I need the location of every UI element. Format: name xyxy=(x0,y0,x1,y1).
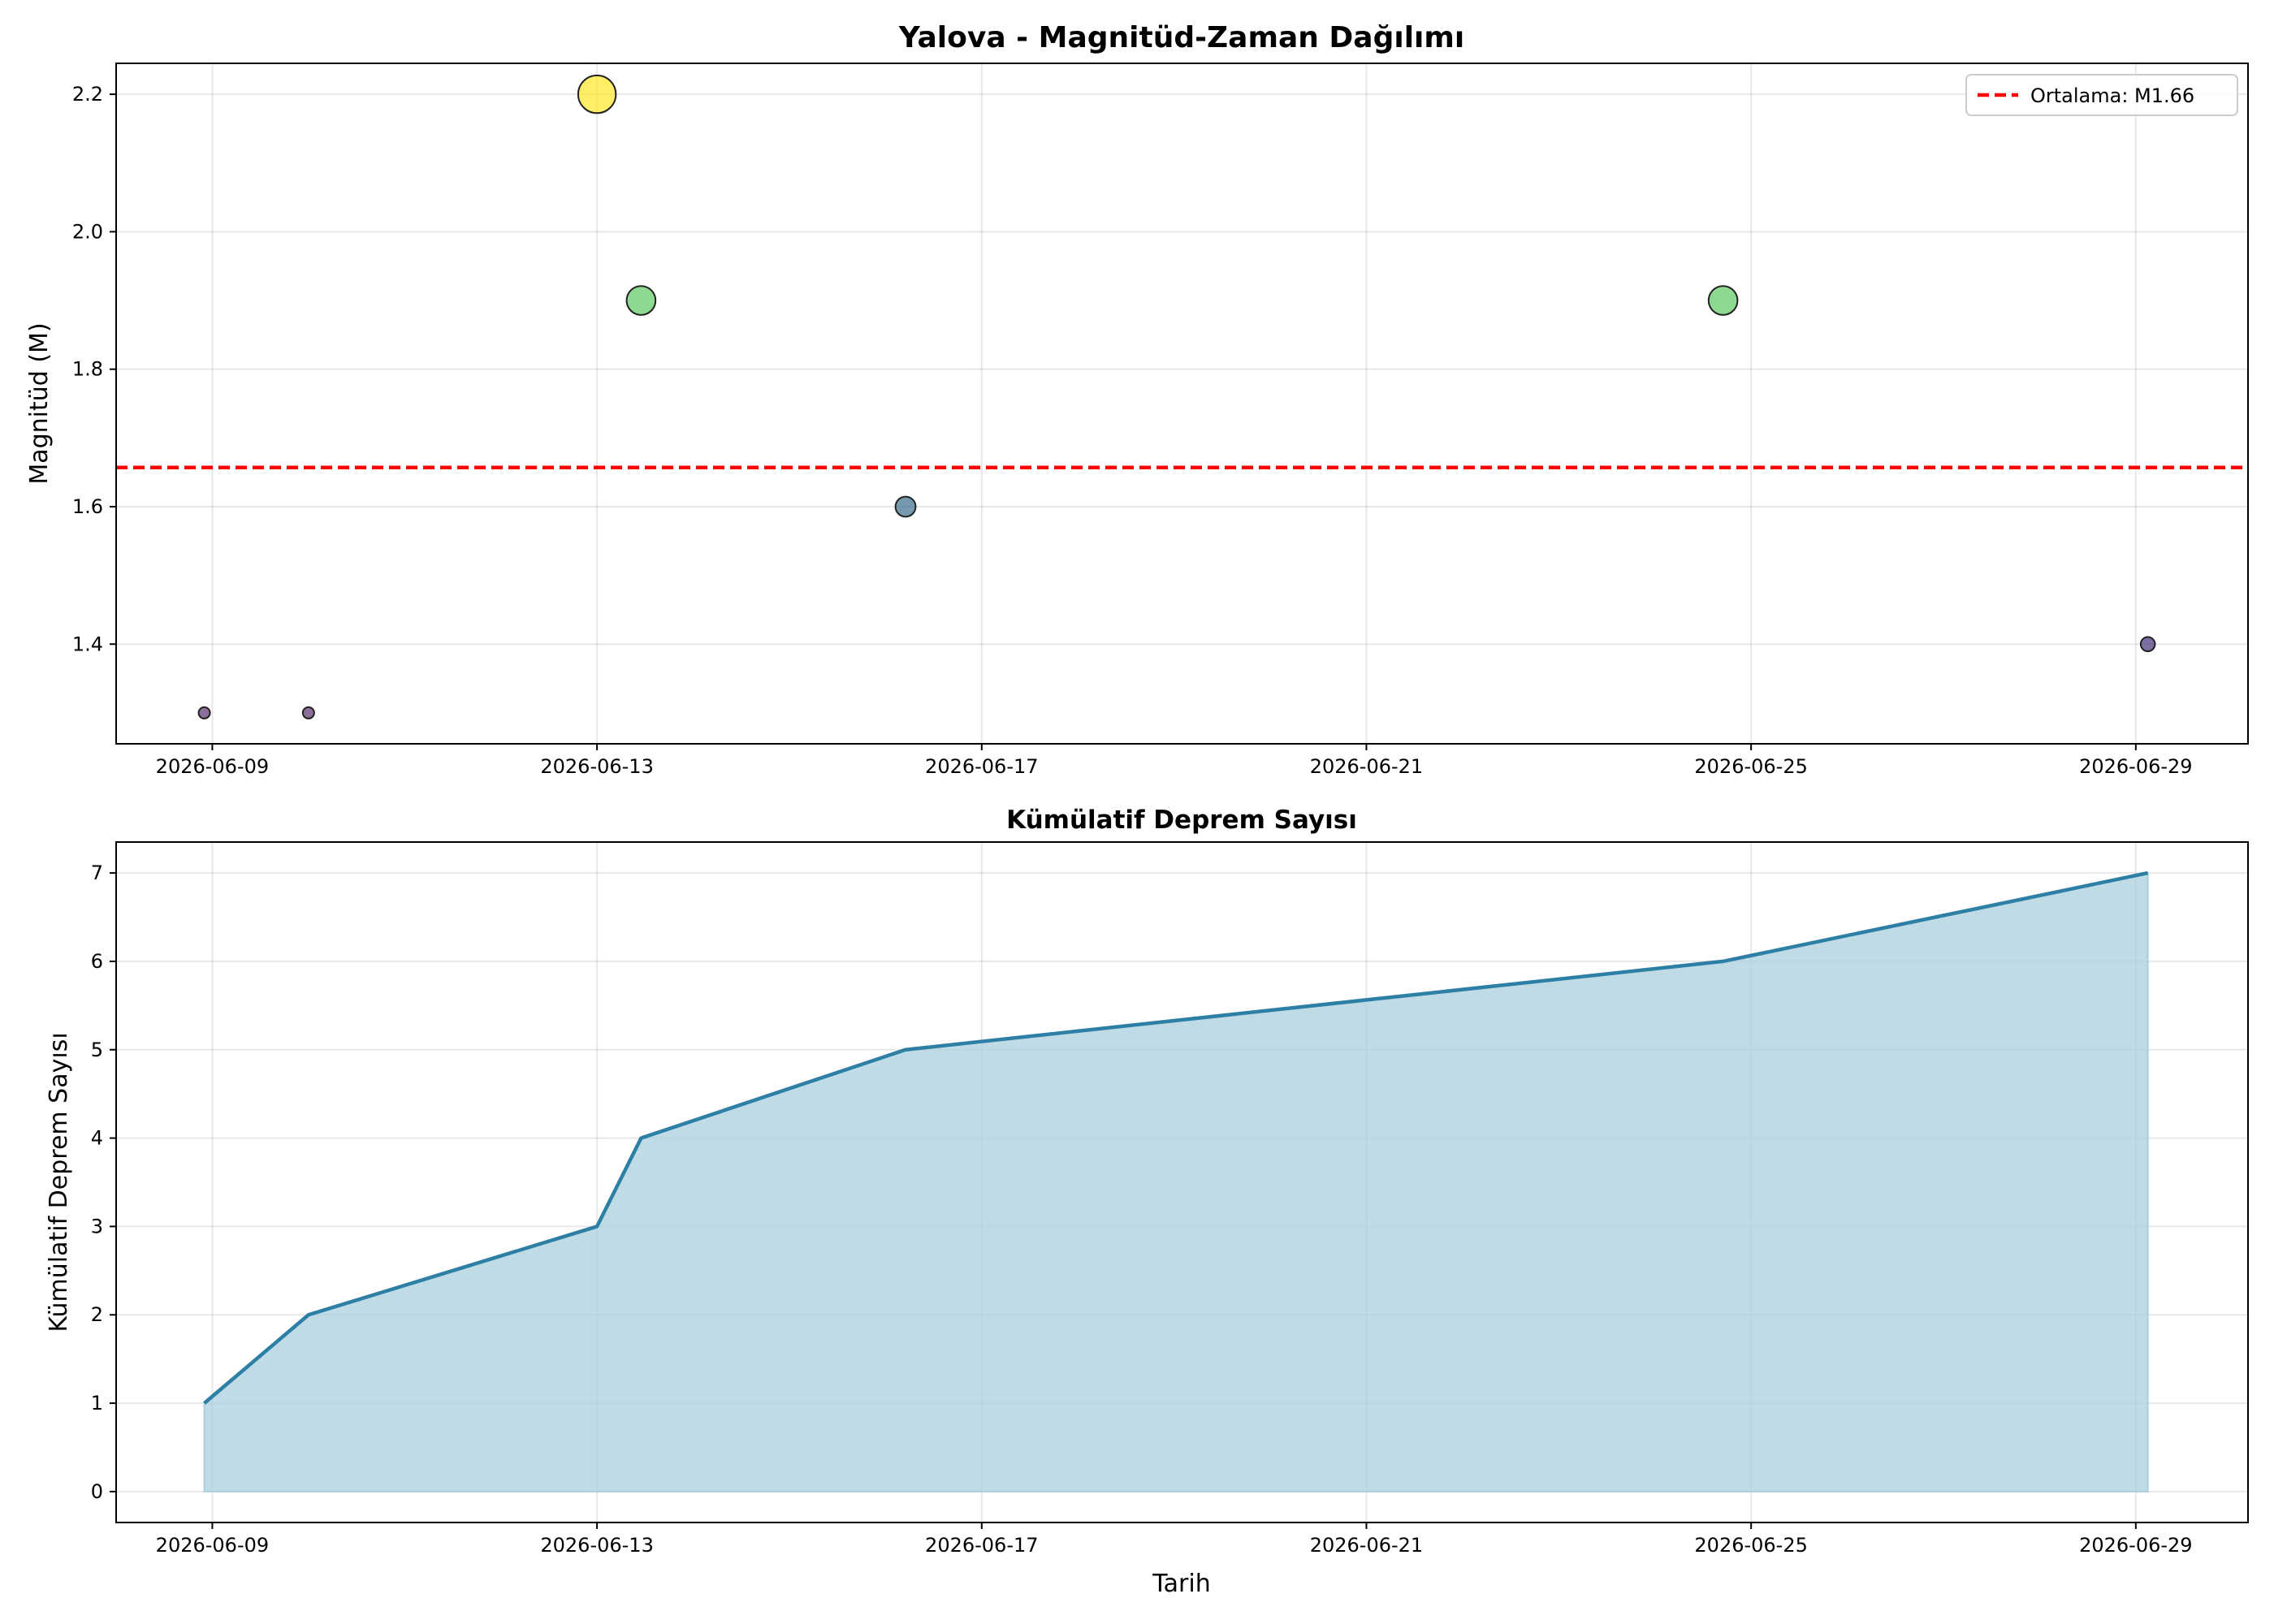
cumulative-y-axis: 0 1 2 3 4 5 6 7 xyxy=(91,862,116,1503)
cumulative-x-tick-label: 2026-06-21 xyxy=(1310,1534,1423,1557)
magnitude-point xyxy=(625,285,657,316)
magnitude-y-tick-label: 1.8 xyxy=(72,358,103,381)
magnitude-chart-title: Yalova - Magnitüd-Zaman Dağılımı xyxy=(898,21,1464,54)
cumulative-y-tick-label: 7 xyxy=(91,862,103,884)
cumulative-x-tick-label: 2026-06-17 xyxy=(925,1534,1038,1557)
cumulative-chart-title: Kümülatif Deprem Sayısı xyxy=(1006,806,1357,835)
magnitude-x-tick-label: 2026-06-21 xyxy=(1310,755,1423,778)
magnitude-point xyxy=(577,74,617,114)
cumulative-line xyxy=(203,870,2149,1405)
cumulative-y-tick-label: 5 xyxy=(91,1039,103,1061)
magnitude-x-tick-label: 2026-06-13 xyxy=(540,755,653,778)
cumulative-x-tick-label: 2026-06-29 xyxy=(2079,1534,2192,1557)
magnitude-points-layer xyxy=(197,74,2156,719)
cumulative-x-tick-label: 2026-06-09 xyxy=(156,1534,269,1557)
magnitude-x-tick-label: 2026-06-09 xyxy=(156,755,269,778)
cumulative-plot-frame xyxy=(115,841,2249,1523)
cumulative-y-tick-label: 2 xyxy=(91,1303,103,1326)
magnitude-point xyxy=(1707,285,1739,316)
cumulative-count-panel: Kümülatif Deprem Sayısı 2026-06-09 2026-0… xyxy=(45,806,2249,1598)
cumulative-x-tick-label: 2026-06-25 xyxy=(1694,1534,1807,1557)
magnitude-grid xyxy=(116,63,2248,744)
cumulative-x-axis: 2026-06-09 2026-06-13 2026-06-17 2026-06-21… xyxy=(156,1522,2193,1557)
magnitude-y-tick-label: 2.2 xyxy=(72,83,103,106)
cumulative-y-tick-label: 3 xyxy=(91,1215,103,1237)
magnitude-y-tick-label: 2.0 xyxy=(72,220,103,243)
magnitude-y-axis: 1.4 1.6 1.8 2.0 2.2 xyxy=(72,83,116,655)
magnitude-point xyxy=(197,706,211,719)
magnitude-point xyxy=(2139,636,2156,653)
magnitude-point xyxy=(301,706,315,719)
cumulative-y-tick-label: 4 xyxy=(91,1127,103,1150)
magnitude-y-tick-label: 1.4 xyxy=(72,633,103,655)
magnitude-x-axis: 2026-06-09 2026-06-13 2026-06-17 2026-06-21… xyxy=(156,744,2193,778)
cumulative-y-tick-label: 6 xyxy=(91,950,103,973)
cumulative-x-tick-label: 2026-06-13 xyxy=(540,1534,653,1557)
cumulative-y-tick-label: 0 xyxy=(91,1480,103,1503)
magnitude-x-tick-label: 2026-06-17 xyxy=(925,755,1038,778)
magnitude-y-tick-label: 1.6 xyxy=(72,495,103,518)
cumulative-y-axis-label: Kümülatif Deprem Sayısı xyxy=(45,1032,73,1332)
legend-mean-label: Ortalama: M1.66 xyxy=(2030,84,2194,107)
magnitude-x-tick-label: 2026-06-29 xyxy=(2079,755,2192,778)
magnitude-y-axis-label: Magnitüd (M) xyxy=(25,322,54,484)
magnitude-plot-frame xyxy=(115,63,2249,745)
cumulative-y-tick-label: 1 xyxy=(91,1392,103,1415)
cumulative-x-axis-label: Tarih xyxy=(1152,1570,1210,1598)
legend: Ortalama: M1.66 xyxy=(1965,74,2238,116)
magnitude-x-tick-label: 2026-06-25 xyxy=(1694,755,1807,778)
magnitude-point xyxy=(894,495,917,518)
magnitude-time-panel: Yalova - Magnitüd-Zaman Dağılımı 2026-06… xyxy=(25,21,2249,778)
legend-box xyxy=(1965,74,2238,116)
cumulative-area-layer xyxy=(203,870,2149,1492)
